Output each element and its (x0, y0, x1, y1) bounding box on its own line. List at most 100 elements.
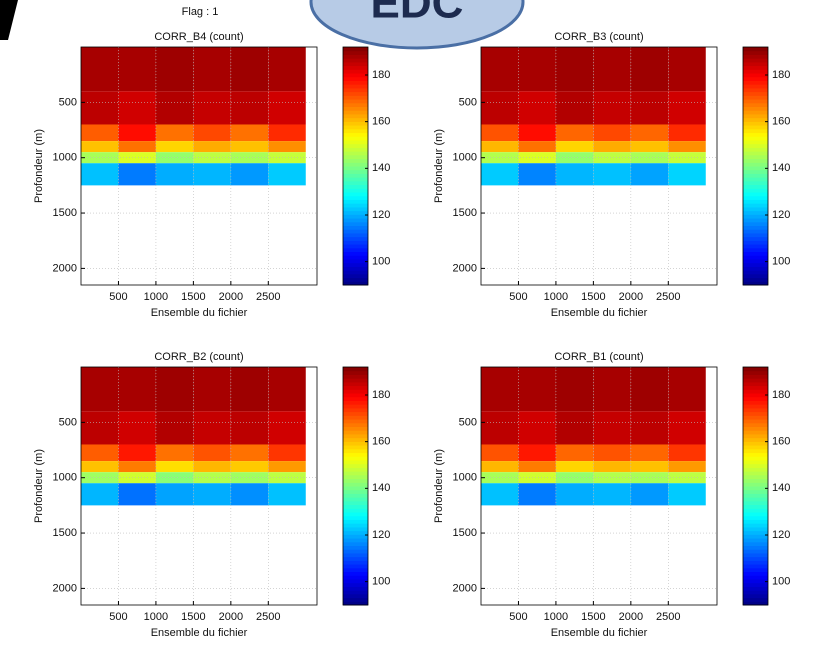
colorbar-step (743, 206, 768, 212)
heat-cell (193, 411, 231, 445)
colorbar-step (743, 273, 768, 279)
colorbar-step (343, 47, 368, 52)
colorbar-step (343, 166, 368, 171)
colorbar-step (743, 415, 768, 420)
heat-cell (230, 163, 269, 186)
heat-cell (593, 367, 631, 412)
colorbar-step (743, 590, 768, 595)
heat-cell (518, 367, 556, 412)
colorbar-step (743, 262, 768, 267)
badge-bubble (309, 0, 525, 50)
x-tick-label: 500 (109, 291, 127, 303)
heat-cell (81, 411, 119, 445)
plot-frame (80, 46, 318, 286)
colorbar-step (343, 169, 368, 174)
heat-cell (118, 483, 156, 506)
heat-cell (230, 124, 269, 142)
colorbar-step (343, 482, 368, 487)
colorbar-step (743, 422, 768, 427)
colorbar-step (343, 251, 368, 256)
heat-cell (481, 411, 519, 445)
colorbar-step (343, 87, 368, 93)
colorbar-step (743, 571, 768, 576)
heat-cell (630, 483, 669, 506)
colorbar-step (743, 471, 768, 476)
heat-cell (118, 444, 156, 462)
heat-cell (593, 47, 631, 92)
y-axis-label: Profondeur (m) (33, 129, 45, 203)
heat-cell (118, 163, 156, 186)
colorbar-tick-label: 140 (772, 482, 790, 494)
colorbar-step (743, 270, 768, 275)
colorbar-step (343, 575, 368, 580)
colorbar-step (343, 270, 368, 275)
colorbar-step (343, 50, 368, 55)
colorbar-tick-label: 140 (372, 482, 390, 494)
heat-cell (268, 472, 306, 484)
colorbar-step (343, 467, 368, 472)
x-tick-label: 1500 (581, 291, 605, 303)
y-tick-label: 500 (59, 416, 77, 428)
heat-cell (593, 411, 631, 445)
colorbar-step (743, 240, 768, 245)
colorbar-step (743, 541, 768, 546)
colorbar-step (743, 218, 768, 223)
colorbar-step (743, 236, 768, 241)
colorbar-step (743, 419, 768, 424)
colorbar-step (743, 73, 768, 78)
heat-cell (268, 47, 306, 92)
colorbar-step (343, 210, 368, 215)
colorbar-step (343, 367, 368, 372)
heat-cell (593, 124, 631, 142)
colorbar-step (743, 508, 768, 513)
x-axis-label: Ensemble du fichier (551, 627, 648, 639)
colorbar-step (743, 195, 768, 200)
colorbar-step (743, 229, 768, 234)
colorbar-step (743, 203, 768, 208)
heat-cell (555, 367, 594, 412)
colorbar-step (743, 95, 768, 100)
colorbar-step (343, 593, 368, 599)
chart-title: CORR_B4 (count) (154, 31, 243, 43)
x-tick-label: 1500 (581, 611, 605, 623)
colorbar-step (343, 415, 368, 420)
colorbar-step (743, 437, 768, 442)
heat-cell (555, 461, 594, 473)
x-axis-label: Ensemble du fichier (551, 307, 648, 319)
heat-cell (668, 124, 706, 142)
colorbar-step (343, 512, 368, 517)
heat-cell (593, 444, 631, 462)
heat-cell (118, 461, 156, 473)
colorbar-step (343, 184, 368, 189)
colorbar-step (343, 400, 368, 405)
heat-cell (518, 461, 556, 473)
heat-cell (555, 483, 594, 506)
colorbar-step (743, 459, 768, 465)
y-tick-label: 500 (459, 416, 477, 428)
heat-cell (481, 91, 519, 125)
colorbar-step (743, 244, 768, 249)
colorbar-step (743, 400, 768, 405)
heat-cell (155, 444, 194, 462)
heat-cell (193, 444, 231, 462)
colorbar-step (743, 87, 768, 93)
colorbar-step (343, 378, 368, 383)
heat-cell (193, 483, 231, 506)
heat-cell (555, 411, 594, 445)
colorbar-frame (742, 366, 769, 606)
colorbar-tick-label: 160 (772, 436, 790, 448)
heat-cell (268, 163, 306, 186)
x-tick-label: 2000 (219, 611, 243, 623)
colorbar-step (743, 113, 768, 119)
colorbar-step (343, 571, 368, 576)
heat-cell (230, 444, 269, 462)
colorbar-frame (342, 366, 369, 606)
heat-cell (193, 367, 231, 412)
colorbar-step (343, 136, 368, 141)
heat-cell (630, 91, 669, 125)
colorbar-step (343, 277, 368, 282)
y-tick-label: 1500 (453, 527, 477, 539)
colorbar-step (743, 500, 768, 506)
heat-cell (518, 141, 556, 153)
